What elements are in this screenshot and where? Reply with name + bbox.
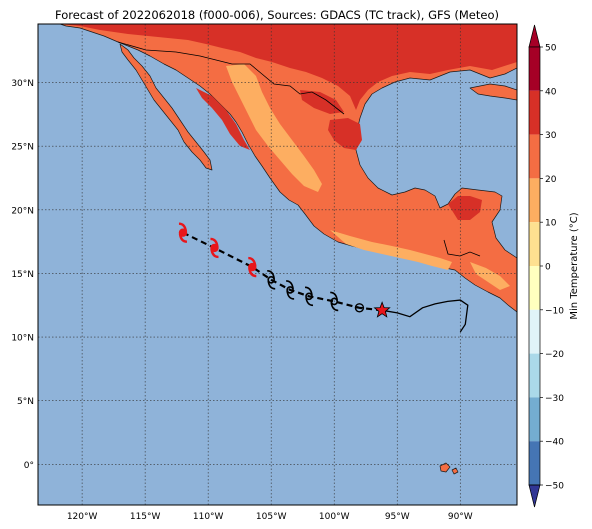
hurricane-icon	[248, 256, 257, 278]
past-track-line	[381, 299, 469, 333]
colorbar-band	[529, 134, 540, 179]
colorbar-tick-label: 50	[545, 44, 557, 54]
lat-tick-label: 25°N	[11, 143, 34, 153]
lon-tick-label: 110°W	[193, 512, 224, 522]
contour-40-band-north	[60, 24, 517, 110]
contour-20-band-south	[330, 230, 510, 290]
lat-tick-label: 30°N	[11, 79, 34, 89]
temperature-colorbar: 50 40 30 20 10 0 −10 −20 −30 −40 −50	[528, 24, 564, 508]
hurricane-icon	[210, 237, 219, 259]
colorbar-tick-label: −30	[545, 394, 564, 404]
lon-tick-label: 115°W	[130, 512, 161, 522]
contour-20-band-plateau	[226, 64, 322, 192]
map-title: Forecast of 2022062018 (f000-006), Sourc…	[55, 8, 499, 22]
lon-tick-label: 95°W	[385, 512, 410, 522]
colorbar-tick-label: −50	[545, 482, 564, 492]
colorbar-band	[529, 178, 540, 223]
colorbar-band	[529, 222, 540, 266]
lon-tick-label: 120°W	[67, 512, 98, 522]
lat-tick-label: 5°N	[17, 397, 34, 407]
colorbar-tick-label: 40	[545, 87, 557, 97]
lat-tick-label: 15°N	[11, 270, 34, 280]
cuba	[469, 83, 517, 101]
colorbar-band	[529, 309, 540, 354]
map-area	[38, 24, 517, 505]
temperature-contours	[60, 24, 517, 290]
longitude-tick-labels: 120°W 115°W 110°W 105°W 100°W 95°W 90°W	[67, 512, 473, 522]
lat-tick-label: 0°	[24, 461, 34, 471]
forecast-track-line	[182, 231, 383, 312]
colorbar-band	[529, 266, 540, 310]
colorbar-band	[529, 353, 540, 398]
latitude-tick-labels: 30°N 25°N 20°N 15°N 10°N 5°N 0°	[11, 79, 34, 471]
colorbar-band	[529, 47, 540, 91]
map-gridlines	[38, 24, 517, 505]
lat-tick-label: 20°N	[11, 206, 34, 216]
tropical-storm-icon	[267, 269, 276, 290]
us-mexico-border	[117, 41, 345, 115]
cyclone-track	[178, 222, 469, 333]
tropical-storm-icon	[304, 286, 314, 307]
colorbar-band	[529, 90, 540, 135]
colorbar-tick-label: 10	[545, 219, 557, 229]
lon-tick-label: 105°W	[256, 512, 287, 522]
hurricane-icon	[178, 222, 188, 243]
contour-40-band-yucatan	[448, 196, 482, 220]
colorbar-tick-label: −10	[545, 306, 564, 316]
lat-tick-label: 10°N	[11, 334, 34, 344]
colorbar-tick-label: 20	[545, 175, 557, 185]
lon-tick-label: 100°W	[319, 512, 350, 522]
lon-tick-label: 90°W	[448, 512, 473, 522]
colorbar-band	[529, 441, 540, 485]
colorbar-extend-bottom	[528, 484, 541, 508]
colorbar-tick-label: 0	[545, 263, 551, 273]
colorbar-band	[529, 397, 540, 442]
colorbar-tick-label: 30	[545, 131, 557, 141]
origin-star-icon	[373, 301, 391, 318]
colorbar-label: Min Temperature (°C)	[569, 212, 580, 319]
tropical-storm-icon	[286, 280, 295, 300]
tropical-storm-icon	[330, 291, 339, 312]
galapagos-islands	[439, 462, 459, 475]
contour-40-band-mexico	[196, 88, 362, 150]
colorbar-tick-label: −40	[545, 438, 564, 448]
map-frame	[37, 23, 518, 506]
colorbar-tick-label: −20	[545, 350, 564, 360]
colorbar-extend-top	[528, 24, 541, 48]
